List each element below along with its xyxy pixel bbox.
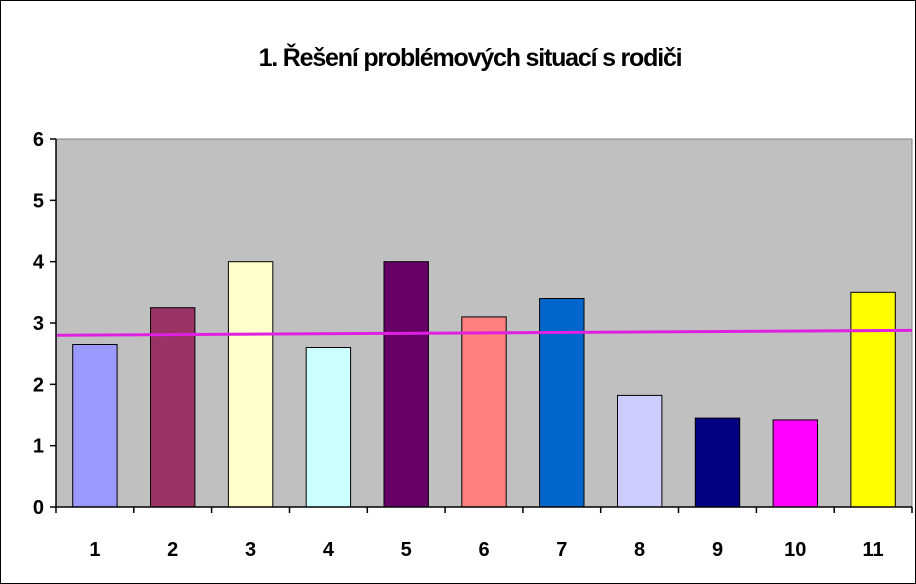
bar-4 [305, 347, 352, 508]
x-tick-label-3: 3 [245, 539, 256, 561]
chart-title: 1. Řešení problémových situací s rodiči [259, 42, 682, 72]
bar-10 [772, 419, 818, 508]
bar-3 [227, 261, 274, 508]
bar-7 [539, 298, 585, 508]
y-tick-label-2: 2 [33, 374, 44, 396]
bar-1 [72, 344, 118, 508]
x-tick-label-8: 8 [634, 539, 645, 561]
y-ticks: 0 1 2 3 4 5 6 [33, 129, 56, 519]
y-tick-label-0: 0 [33, 497, 44, 519]
x-tick-label-9: 9 [712, 539, 723, 561]
y-tick-label-1: 1 [33, 436, 44, 458]
x-tick-label-7: 7 [556, 539, 567, 561]
x-tick-label-2: 2 [167, 539, 178, 561]
y-tick-label-5: 5 [33, 190, 44, 212]
bar-5 [383, 261, 429, 508]
x-tick-label-1: 1 [89, 539, 100, 561]
x-tick-label-6: 6 [478, 539, 489, 561]
bar-9 [694, 417, 741, 508]
x-tick-label-10: 10 [784, 539, 806, 561]
bar-2 [150, 307, 196, 508]
x-tick-label-5: 5 [401, 539, 412, 561]
y-tick-label-6: 6 [33, 129, 44, 151]
bar-6 [461, 316, 507, 508]
x-tick-label-4: 4 [323, 539, 335, 561]
bars [72, 261, 896, 508]
y-tick-label-4: 4 [33, 252, 45, 274]
trendline [55, 328, 913, 337]
bar-11 [850, 291, 896, 508]
y-tick-label-3: 3 [33, 313, 44, 335]
bar-8 [617, 394, 663, 508]
x-tick-label-11: 11 [863, 539, 884, 561]
x-ticks: 1 2 3 4 5 6 7 8 9 10 11 [55, 507, 913, 561]
